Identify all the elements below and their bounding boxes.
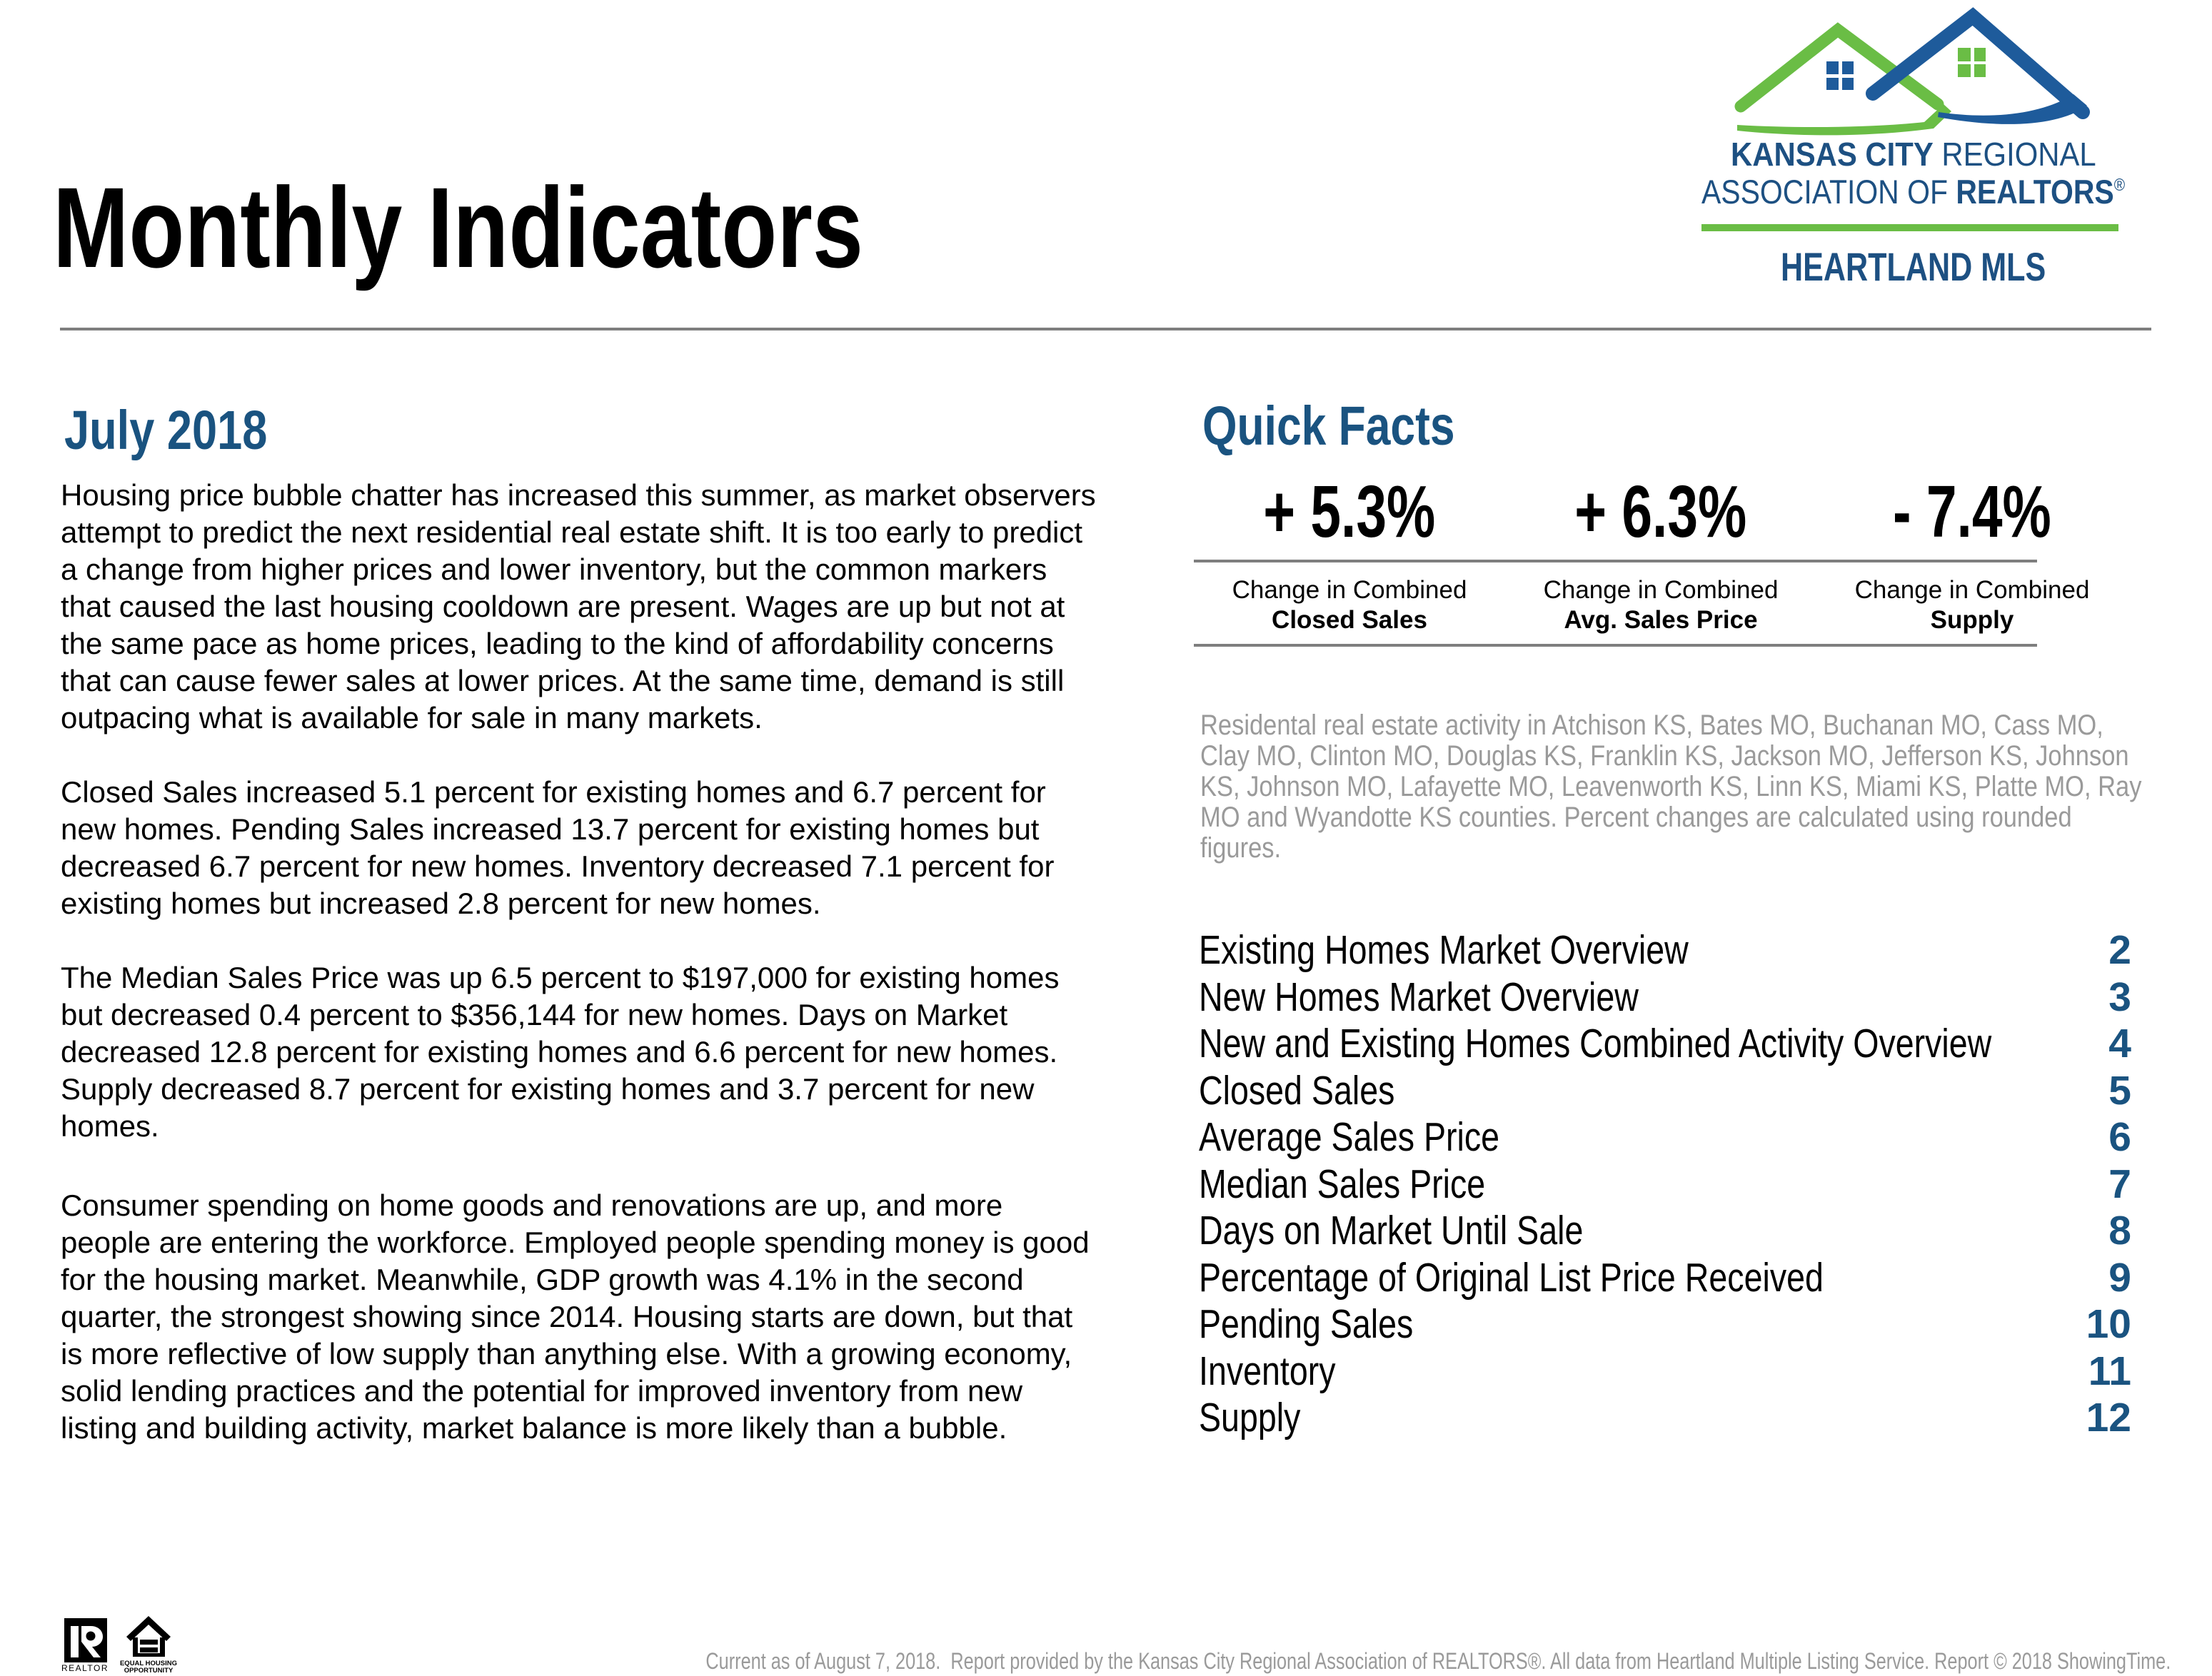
svg-text:OPPORTUNITY: OPPORTUNITY bbox=[124, 1667, 174, 1675]
svg-text:REALTOR: REALTOR bbox=[61, 1663, 109, 1673]
svg-text:EQUAL HOUSING: EQUAL HOUSING bbox=[120, 1660, 177, 1667]
